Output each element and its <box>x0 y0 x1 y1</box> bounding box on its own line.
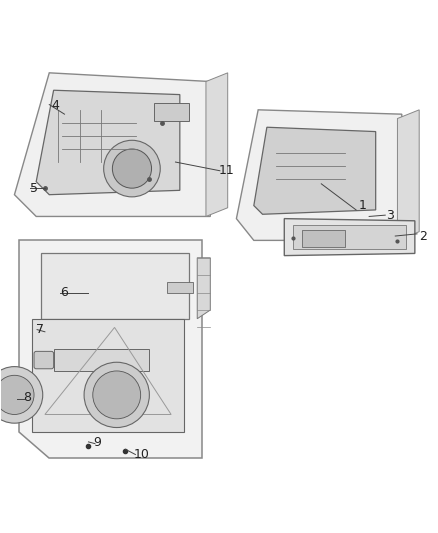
Text: 10: 10 <box>134 448 150 461</box>
Polygon shape <box>397 110 419 240</box>
Bar <box>293 225 406 249</box>
Bar <box>302 230 345 247</box>
Polygon shape <box>284 219 415 256</box>
Text: 11: 11 <box>219 164 235 177</box>
Polygon shape <box>32 319 184 432</box>
Polygon shape <box>254 127 376 214</box>
Circle shape <box>104 140 160 197</box>
Polygon shape <box>19 240 201 458</box>
Text: 1: 1 <box>358 199 366 212</box>
Polygon shape <box>197 258 210 319</box>
Bar <box>53 349 149 371</box>
Bar <box>167 282 193 293</box>
Text: 9: 9 <box>93 437 101 449</box>
Polygon shape <box>36 90 180 195</box>
Polygon shape <box>41 254 188 319</box>
Circle shape <box>113 149 152 188</box>
Bar <box>154 103 188 120</box>
Text: 3: 3 <box>387 208 395 222</box>
Circle shape <box>93 371 141 419</box>
Circle shape <box>0 367 43 423</box>
Polygon shape <box>14 73 210 216</box>
Text: 8: 8 <box>23 391 31 403</box>
FancyBboxPatch shape <box>34 351 53 369</box>
Circle shape <box>84 362 149 427</box>
Polygon shape <box>206 73 228 216</box>
Circle shape <box>0 375 34 415</box>
Text: 2: 2 <box>419 230 427 243</box>
Polygon shape <box>237 110 402 240</box>
Text: 6: 6 <box>60 286 68 299</box>
Text: 4: 4 <box>51 99 59 112</box>
Text: 7: 7 <box>36 323 44 336</box>
Text: 5: 5 <box>30 182 38 195</box>
